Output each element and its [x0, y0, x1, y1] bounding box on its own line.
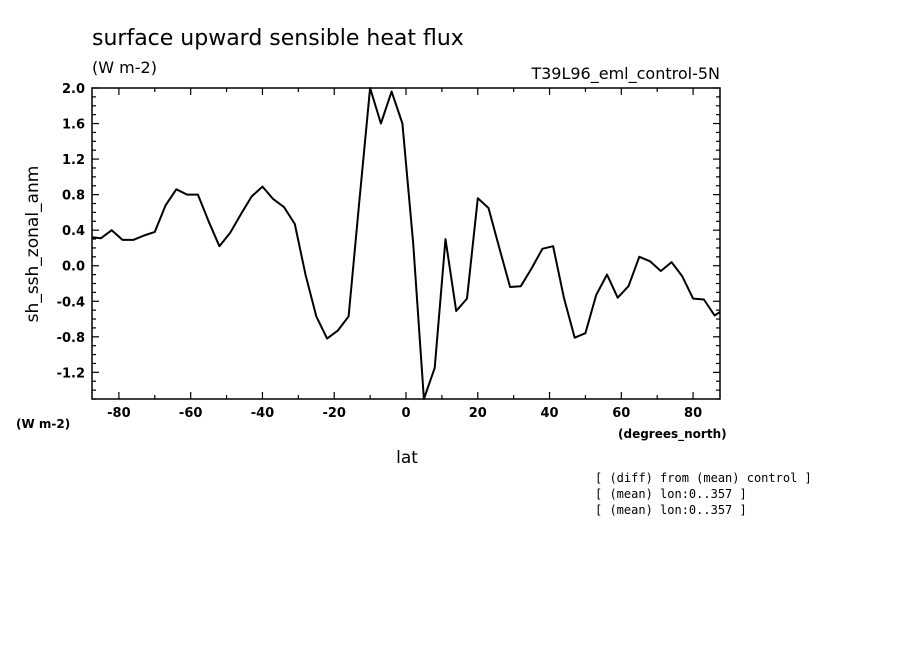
x-tick-label: -40 — [251, 406, 275, 421]
y-axis-label: sh_ssh_zonal_anm — [23, 166, 43, 323]
y-tick-label: 0.4 — [62, 224, 85, 239]
chart-title: surface upward sensible heat flux — [92, 26, 464, 51]
y-tick-label: 2.0 — [62, 82, 85, 97]
x-axis-label: lat — [396, 448, 418, 468]
x-tick-label: 20 — [469, 406, 487, 421]
y-tick-label: 1.2 — [62, 153, 85, 168]
note-line-2: [ (mean) lon:0..357 ] — [595, 487, 747, 501]
plot-frame — [91, 87, 721, 400]
x-tick-label: 0 — [401, 406, 410, 421]
y-tick-label: -0.8 — [57, 331, 85, 346]
x-tick-label: 40 — [540, 406, 558, 421]
y-tick-label: -0.4 — [57, 295, 85, 310]
tick-labels: -80 -60 -40 -20 0 20 40 60 80 -1.2 -0.8 -0.4 0.0 0.4 0… — [57, 82, 703, 421]
y-units-label: (W m-2) — [16, 417, 70, 431]
x-tick-label: -20 — [322, 406, 346, 421]
y-tick-label: 1.6 — [62, 118, 85, 133]
dataset-label: T39L96_eml_control-5N — [530, 64, 720, 84]
note-line-1: [ (diff) from (mean) control ] — [595, 471, 812, 485]
y-tick-label: 0.0 — [62, 260, 85, 275]
chart-units-label: (W m-2) — [92, 58, 157, 77]
x-tick-label: 80 — [684, 406, 702, 421]
x-tick-label: 60 — [612, 406, 630, 421]
y-tick-label: -1.2 — [57, 366, 85, 381]
y-tick-label: 0.8 — [62, 189, 85, 204]
data-series-line — [91, 87, 721, 400]
axis-ticks — [92, 87, 720, 400]
note-line-3: [ (mean) lon:0..357 ] — [595, 503, 747, 517]
x-units-label: (degrees_north) — [618, 427, 727, 442]
x-tick-label: -80 — [107, 406, 131, 421]
x-tick-label: -60 — [179, 406, 203, 421]
